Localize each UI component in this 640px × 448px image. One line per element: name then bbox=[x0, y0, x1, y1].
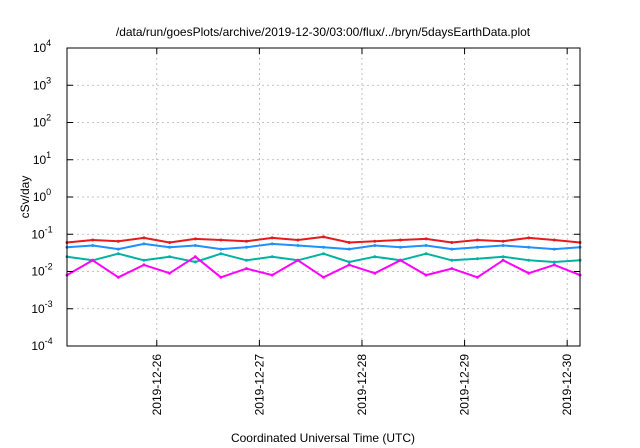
y-tick-label: 101 bbox=[33, 150, 51, 167]
data-point bbox=[398, 238, 402, 242]
data-point bbox=[296, 244, 300, 247]
y-tick-label: 10-2 bbox=[31, 262, 52, 279]
data-point bbox=[142, 263, 146, 267]
y-tick-label: 103 bbox=[33, 75, 51, 92]
data-point bbox=[527, 245, 531, 249]
x-tick-label: 2019-12-28 bbox=[355, 354, 369, 416]
data-point bbox=[245, 245, 248, 249]
data-point bbox=[116, 252, 120, 256]
data-point bbox=[245, 267, 248, 271]
data-point bbox=[270, 236, 274, 240]
data-point bbox=[501, 258, 505, 262]
data-point bbox=[91, 258, 95, 262]
data-point bbox=[373, 244, 377, 247]
data-point bbox=[193, 255, 197, 259]
data-point bbox=[475, 257, 479, 261]
data-point bbox=[270, 242, 274, 246]
y-tick-label: 10-1 bbox=[31, 224, 52, 241]
y-axis: 10-4 10-3 10-2 10-1 100 101 102 103 104 bbox=[31, 38, 580, 353]
data-point bbox=[527, 271, 531, 275]
data-point bbox=[373, 239, 377, 243]
data-point bbox=[296, 258, 300, 262]
data-point bbox=[424, 237, 428, 241]
data-point bbox=[142, 258, 146, 262]
data-point bbox=[322, 275, 325, 279]
y-tick-label: 104 bbox=[33, 38, 51, 55]
data-point bbox=[501, 239, 505, 243]
data-point bbox=[552, 263, 556, 267]
x-axis: 2019-12-26 2019-12-27 2019-12-28 2019-12-29… bbox=[150, 48, 574, 415]
data-point bbox=[91, 244, 95, 247]
data-point bbox=[475, 245, 479, 249]
data-point bbox=[168, 271, 172, 275]
data-point bbox=[168, 241, 172, 244]
data-point bbox=[424, 252, 428, 256]
data-point bbox=[527, 258, 531, 262]
data-point bbox=[322, 245, 325, 249]
data-point bbox=[296, 238, 300, 242]
data-point bbox=[219, 275, 223, 279]
data-point bbox=[373, 271, 377, 275]
x-tick-label: 2019-12-26 bbox=[150, 354, 164, 416]
series-layer bbox=[65, 235, 582, 279]
data-point bbox=[424, 244, 428, 247]
data-point bbox=[193, 260, 197, 264]
data-point bbox=[245, 258, 248, 262]
data-point bbox=[270, 273, 274, 277]
y-tick-label: 10-4 bbox=[31, 336, 52, 353]
data-point bbox=[475, 275, 479, 279]
data-point bbox=[219, 238, 223, 242]
data-point bbox=[347, 263, 351, 267]
data-point bbox=[270, 255, 274, 259]
data-point bbox=[475, 238, 479, 242]
data-point bbox=[193, 244, 197, 247]
data-point bbox=[450, 258, 454, 262]
data-point bbox=[168, 255, 172, 259]
data-point bbox=[142, 242, 146, 246]
data-point bbox=[116, 239, 120, 243]
y-tick-label: 100 bbox=[33, 187, 51, 204]
data-point bbox=[373, 255, 377, 259]
x-tick-label: 2019-12-30 bbox=[560, 354, 574, 416]
y-tick-label: 102 bbox=[33, 113, 51, 130]
data-point bbox=[347, 260, 351, 264]
data-point bbox=[322, 252, 325, 256]
data-point bbox=[398, 245, 402, 249]
grid bbox=[67, 48, 580, 346]
data-point bbox=[552, 238, 556, 242]
data-point bbox=[168, 245, 172, 249]
data-point bbox=[527, 236, 531, 240]
data-point bbox=[193, 237, 197, 241]
y-axis-label: cSv/day bbox=[18, 176, 32, 219]
data-point bbox=[552, 260, 556, 264]
data-point bbox=[219, 252, 223, 256]
data-point bbox=[501, 244, 505, 247]
data-point bbox=[347, 241, 351, 244]
data-point bbox=[398, 258, 402, 262]
data-point bbox=[552, 247, 556, 251]
data-point bbox=[322, 235, 325, 239]
data-point bbox=[116, 275, 120, 279]
data-point bbox=[450, 247, 454, 251]
y-tick-label: 10-3 bbox=[31, 299, 52, 316]
data-point bbox=[501, 255, 505, 259]
data-point bbox=[116, 247, 120, 251]
data-point bbox=[219, 247, 223, 251]
data-point bbox=[450, 241, 454, 244]
data-point bbox=[424, 273, 428, 277]
data-point bbox=[450, 267, 454, 271]
x-tick-label: 2019-12-27 bbox=[252, 354, 266, 416]
data-point bbox=[142, 236, 146, 240]
data-point bbox=[245, 239, 248, 243]
data-point bbox=[347, 247, 351, 251]
x-tick-label: 2019-12-29 bbox=[458, 354, 472, 416]
chart-title: /data/run/goesPlots/archive/2019-12-30/0… bbox=[116, 25, 531, 39]
data-point bbox=[91, 238, 95, 242]
x-axis-label: Coordinated Universal Time (UTC) bbox=[231, 431, 415, 445]
